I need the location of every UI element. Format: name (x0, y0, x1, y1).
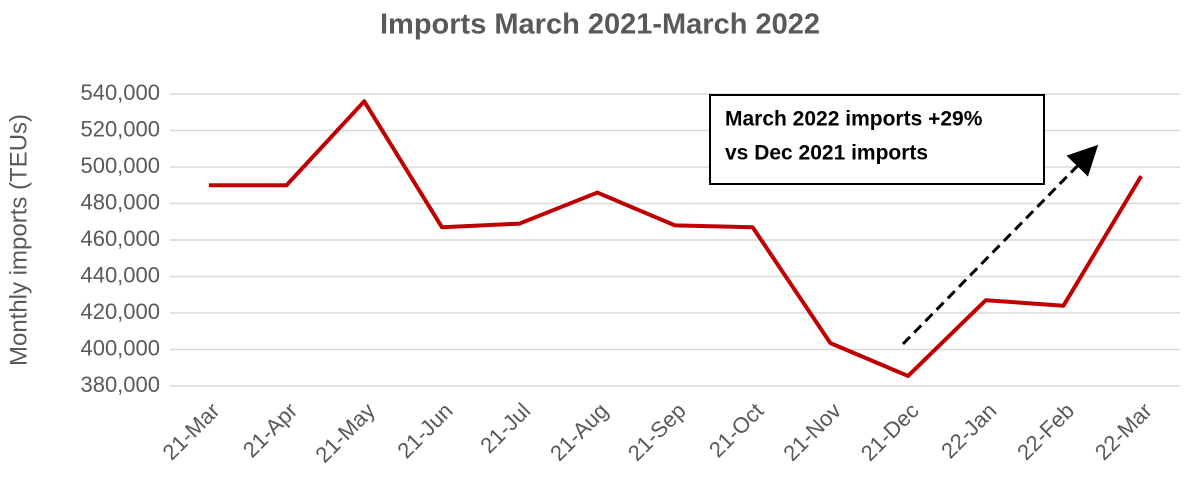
x-tick-label: 21-Oct (704, 398, 768, 462)
x-tick-label: 21-Nov (778, 398, 846, 466)
y-axis-label: Monthly imports (TEUs) (5, 114, 32, 366)
trend-arrow (901, 144, 1099, 346)
line-series (208, 99, 1143, 378)
x-tick-label: 21-Sep (623, 398, 691, 466)
x-tick-label: 22-Jan (936, 398, 1001, 463)
x-tick-label: 21-Dec (856, 398, 924, 466)
annotation-text: vs Dec 2021 imports (725, 142, 928, 165)
y-tick-label: 520,000 (80, 116, 160, 141)
x-tick-label: 21-Mar (158, 398, 225, 465)
y-tick-label: 480,000 (80, 189, 160, 214)
y-tick-label: 400,000 (80, 335, 160, 360)
y-tick-label: 420,000 (80, 299, 160, 324)
x-tick-label: 21-Jul (475, 398, 535, 458)
annotation-box (709, 94, 1045, 185)
x-tick-label: 21-Apr (238, 398, 302, 462)
chart-title: Imports March 2021-March 2022 (380, 9, 820, 41)
y-tick-label: 460,000 (80, 226, 160, 251)
x-tick-label: 22-Mar (1090, 398, 1157, 465)
x-tick-label: 21-Aug (545, 398, 613, 466)
x-tick-label: 22-Feb (1012, 398, 1079, 465)
x-tick-label: 21-May (310, 398, 380, 468)
annotation-text: March 2022 imports +29% (725, 108, 983, 131)
x-tick-label: 21-Jun (392, 398, 457, 463)
y-tick-label: 500,000 (80, 153, 160, 178)
y-tick-label: 540,000 (80, 80, 160, 105)
y-tick-label: 380,000 (80, 372, 160, 397)
y-tick-label: 440,000 (80, 262, 160, 287)
